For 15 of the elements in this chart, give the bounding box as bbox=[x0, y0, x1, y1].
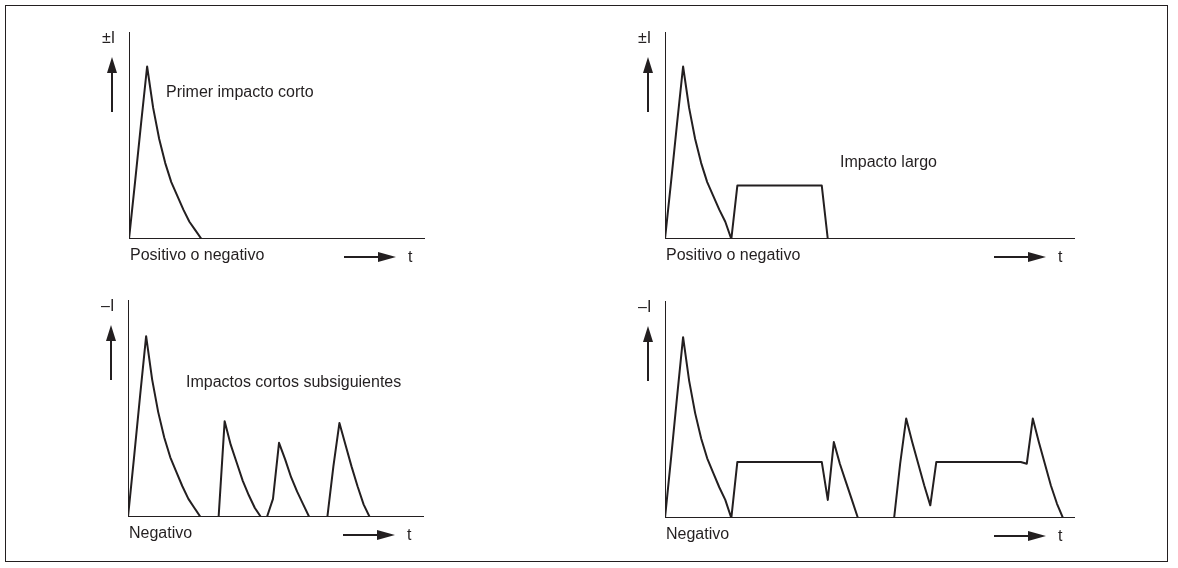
x-axis-title: t bbox=[1058, 248, 1063, 266]
x-axis-title: t bbox=[1058, 527, 1063, 545]
y-axis-title: ±I bbox=[638, 29, 652, 47]
y-axis-title: –I bbox=[101, 297, 115, 315]
x-axis-title: t bbox=[408, 248, 413, 266]
text: Negativo bbox=[129, 524, 193, 542]
text: Negativo bbox=[666, 525, 730, 543]
annotation: Impacto largo bbox=[840, 153, 937, 171]
text: Positivo o negativo bbox=[666, 246, 801, 264]
annotation: Impactos cortos subsiguientes bbox=[186, 373, 402, 391]
y-axis-title: –I bbox=[638, 298, 652, 316]
x-axis-title: t bbox=[407, 526, 412, 544]
y-axis-title: ±I bbox=[102, 29, 116, 47]
annotation: Primer impacto corto bbox=[166, 83, 314, 101]
text: Positivo o negativo bbox=[130, 246, 265, 264]
